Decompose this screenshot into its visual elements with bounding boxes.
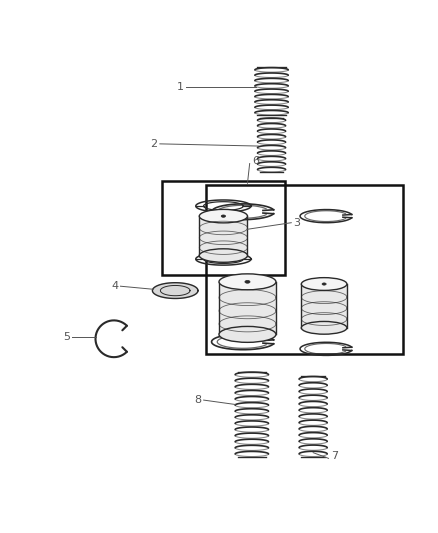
Text: 1: 1 bbox=[177, 82, 184, 92]
Text: 6: 6 bbox=[252, 156, 259, 166]
Ellipse shape bbox=[322, 283, 326, 285]
Bar bbox=[206, 185, 403, 354]
Text: 8: 8 bbox=[194, 395, 201, 405]
Bar bbox=[199, 216, 247, 255]
Text: 5: 5 bbox=[63, 333, 70, 343]
Polygon shape bbox=[152, 282, 198, 298]
Ellipse shape bbox=[301, 321, 347, 334]
Bar bbox=[301, 284, 347, 328]
Ellipse shape bbox=[199, 209, 247, 223]
Text: 3: 3 bbox=[293, 217, 300, 228]
Ellipse shape bbox=[245, 280, 250, 283]
Ellipse shape bbox=[301, 278, 347, 290]
Text: 4: 4 bbox=[111, 281, 118, 291]
Bar bbox=[219, 282, 276, 334]
Ellipse shape bbox=[219, 274, 276, 290]
Ellipse shape bbox=[221, 215, 226, 217]
Ellipse shape bbox=[199, 249, 247, 262]
Text: 2: 2 bbox=[151, 139, 158, 149]
Bar bbox=[162, 181, 285, 275]
Text: 7: 7 bbox=[331, 451, 338, 462]
Ellipse shape bbox=[219, 326, 276, 342]
